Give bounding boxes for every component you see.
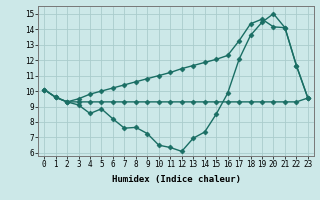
X-axis label: Humidex (Indice chaleur): Humidex (Indice chaleur) bbox=[111, 175, 241, 184]
